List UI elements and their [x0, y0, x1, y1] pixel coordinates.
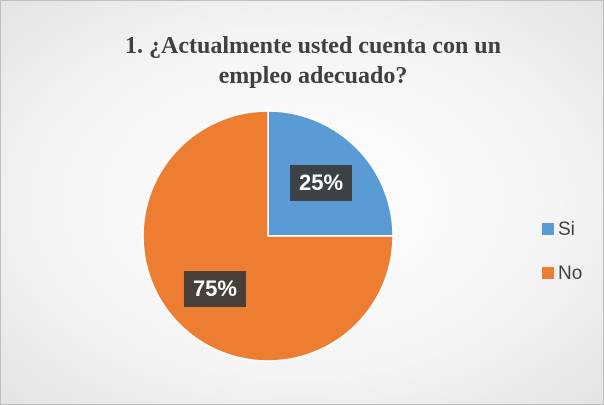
legend-label: Si [558, 219, 575, 240]
chart-title: 1. ¿Actualmente usted cuenta con un empl… [125, 33, 501, 89]
legend-swatch [542, 267, 554, 279]
legend-label: No [558, 263, 582, 284]
data-label: 75% [193, 276, 237, 301]
data-label-box [183, 271, 246, 308]
legend-swatch [542, 223, 554, 235]
data-label-box [290, 164, 353, 201]
data-label: 25% [299, 170, 343, 195]
